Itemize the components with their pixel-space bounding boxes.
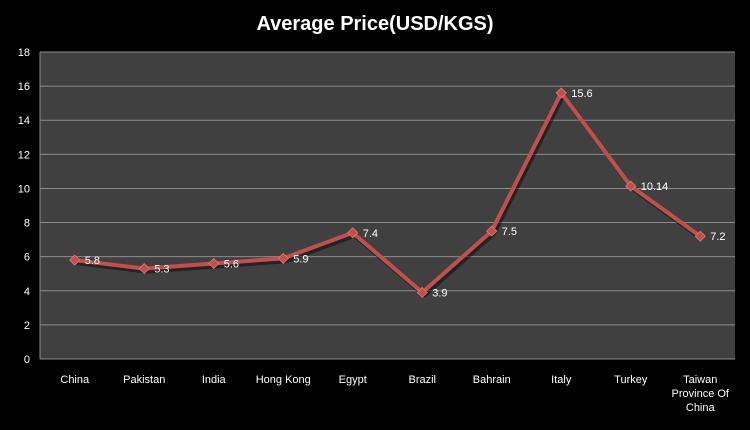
gridlines: [40, 51, 735, 360]
y-tick-label: 18: [18, 47, 30, 59]
data-label: 7.5: [502, 226, 517, 238]
x-tick-label: Turkey: [614, 374, 648, 386]
data-label: 5.6: [224, 258, 239, 270]
data-label: 10.14: [641, 181, 669, 193]
y-tick-label: 12: [18, 149, 30, 161]
x-tick-label: Hong Kong: [256, 374, 311, 386]
data-label: 15.6: [571, 88, 592, 100]
data-label: 5.9: [293, 253, 308, 265]
data-labels: 5.8 5.3 5.6 5.9 7.4 3.9 7.5 15.6 10.14 7.2: [85, 88, 726, 300]
series-line: [74, 90, 702, 295]
x-tick-label: Brazil: [408, 374, 436, 386]
x-axis: China Pakistan India Hong Kong Egypt Brazil Ba…: [40, 358, 735, 414]
y-tick-label: 14: [18, 115, 30, 127]
data-point-marker: [347, 227, 359, 239]
plot-area: [40, 52, 735, 359]
data-point-marker: [69, 254, 81, 266]
data-point-marker: [416, 286, 428, 299]
x-tick-label: Pakistan: [123, 374, 165, 386]
data-point-marker: [208, 257, 220, 270]
data-label: 5.3: [154, 264, 169, 276]
y-tick-label: 16: [18, 81, 30, 93]
data-point-marker: [625, 180, 637, 192]
chart-title: Average Price(USD/KGS): [256, 13, 493, 35]
y-tick-label: 2: [24, 320, 30, 332]
data-label: 7.4: [363, 228, 378, 240]
x-tick-label: Taiwan Province Of China: [672, 374, 730, 414]
x-tick-label: India: [202, 374, 227, 386]
y-tick-label: 8: [24, 218, 30, 230]
y-axis: 0 2 4 6 8 10 12 14 16 18: [18, 47, 41, 366]
x-tick-label: China: [60, 374, 90, 386]
data-point-marker: [277, 252, 289, 264]
data-label: 7.2: [710, 231, 725, 243]
data-point-marker: [694, 230, 706, 242]
data-point-marker: [138, 263, 150, 275]
data-label: 3.9: [432, 287, 447, 299]
data-point-marker: [555, 87, 567, 99]
x-tick-label: Egypt: [339, 374, 367, 386]
data-label: 5.8: [85, 255, 100, 267]
data-point-marker: [486, 225, 498, 237]
x-tick-label: Italy: [551, 374, 572, 386]
y-tick-label: 4: [24, 286, 30, 298]
series-average-price: [69, 87, 706, 299]
y-tick-label: 6: [24, 252, 30, 264]
x-tick-label: Bahrain: [473, 374, 511, 386]
y-tick-label: 10: [18, 183, 30, 195]
y-tick-label: 0: [24, 354, 30, 366]
